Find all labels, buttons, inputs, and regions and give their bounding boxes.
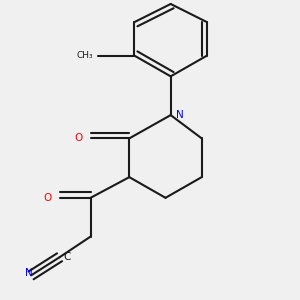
Text: N: N	[176, 110, 184, 120]
Text: O: O	[44, 193, 52, 203]
Text: CH₃: CH₃	[76, 51, 93, 60]
Text: N: N	[25, 268, 32, 278]
Text: C: C	[64, 252, 71, 262]
Text: O: O	[75, 134, 83, 143]
